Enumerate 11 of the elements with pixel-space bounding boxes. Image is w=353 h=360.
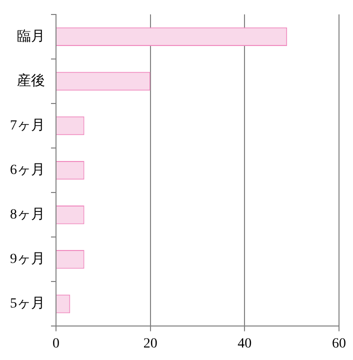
- y-tick-label: 産後: [17, 72, 45, 89]
- y-tick-label: 7ヶ月: [10, 118, 45, 134]
- y-tick-label: 8ヶ月: [10, 208, 45, 223]
- y-tick-label: 6ヶ月: [10, 162, 45, 178]
- x-tick-label: 20: [143, 336, 158, 352]
- y-tick-label: 9ヶ月: [10, 252, 45, 268]
- x-tick-label: 40: [238, 336, 252, 352]
- y-tick-label: 5ヶ月: [10, 296, 45, 312]
- y-tick-label: 臨月: [17, 28, 45, 44]
- x-tick-label: 60: [332, 336, 346, 352]
- x-tick-label: 0: [52, 336, 60, 352]
